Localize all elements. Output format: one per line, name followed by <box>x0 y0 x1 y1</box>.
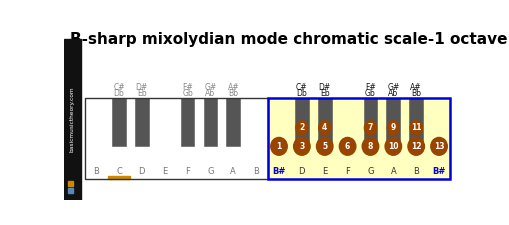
Ellipse shape <box>318 121 330 135</box>
Bar <box>84 98 267 179</box>
Ellipse shape <box>364 121 376 135</box>
Text: B#: B# <box>272 167 285 176</box>
Text: F#: F# <box>364 83 375 92</box>
Text: D#: D# <box>318 83 330 92</box>
Text: 9: 9 <box>390 124 395 133</box>
Text: Db: Db <box>114 89 124 98</box>
Bar <box>267 98 449 179</box>
Ellipse shape <box>409 121 421 135</box>
Ellipse shape <box>384 137 401 155</box>
Bar <box>363 98 377 146</box>
Bar <box>64 38 80 200</box>
Bar <box>409 98 422 146</box>
Bar <box>336 98 358 178</box>
Bar <box>386 98 400 146</box>
Text: C#: C# <box>296 83 307 92</box>
Ellipse shape <box>293 137 309 155</box>
Text: Ab: Ab <box>205 89 215 98</box>
Text: 6: 6 <box>344 142 350 151</box>
Text: 4: 4 <box>322 124 327 133</box>
Text: G: G <box>366 167 373 176</box>
Bar <box>267 98 449 179</box>
Bar <box>176 98 198 178</box>
Text: 11: 11 <box>410 124 420 133</box>
Text: A#: A# <box>410 83 421 92</box>
Text: G#: G# <box>204 83 216 92</box>
Bar <box>135 98 149 146</box>
Ellipse shape <box>407 137 423 155</box>
Text: E: E <box>162 167 167 176</box>
Ellipse shape <box>430 137 446 155</box>
Bar <box>112 98 126 146</box>
Text: B: B <box>93 167 99 176</box>
Text: 12: 12 <box>410 142 420 151</box>
Text: 10: 10 <box>387 142 398 151</box>
Text: F#: F# <box>182 83 192 92</box>
Bar <box>203 98 217 146</box>
Text: Eb: Eb <box>319 89 329 98</box>
Text: D#: D# <box>135 83 148 92</box>
Text: Eb: Eb <box>137 89 147 98</box>
Text: C#: C# <box>113 83 125 92</box>
Text: A: A <box>390 167 395 176</box>
Bar <box>294 98 308 146</box>
Text: B: B <box>412 167 418 176</box>
Bar <box>222 98 244 178</box>
Text: C: C <box>116 167 122 176</box>
Bar <box>108 98 130 178</box>
Text: A: A <box>230 167 236 176</box>
Bar <box>226 98 240 146</box>
Text: Gb: Gb <box>364 89 375 98</box>
Ellipse shape <box>316 137 332 155</box>
Bar <box>359 98 381 178</box>
Bar <box>427 98 449 178</box>
Text: 8: 8 <box>367 142 373 151</box>
Bar <box>245 98 267 178</box>
Text: 2: 2 <box>299 124 304 133</box>
Text: Bb: Bb <box>410 89 420 98</box>
Text: A#: A# <box>227 83 239 92</box>
Text: 3: 3 <box>299 142 304 151</box>
Text: F: F <box>185 167 190 176</box>
Text: G#: G# <box>386 83 399 92</box>
Text: Db: Db <box>296 89 306 98</box>
Bar <box>267 98 290 178</box>
Text: B: B <box>252 167 259 176</box>
Bar <box>85 98 107 178</box>
Text: F: F <box>345 167 349 176</box>
Text: Gb: Gb <box>182 89 192 98</box>
Text: 1: 1 <box>276 142 281 151</box>
Bar <box>68 188 73 193</box>
Text: E: E <box>322 167 327 176</box>
Bar <box>382 98 404 178</box>
Text: D: D <box>298 167 304 176</box>
Ellipse shape <box>386 121 399 135</box>
Text: 7: 7 <box>367 124 373 133</box>
Text: Ab: Ab <box>387 89 398 98</box>
Ellipse shape <box>270 137 287 155</box>
Text: Bb: Bb <box>228 89 238 98</box>
Ellipse shape <box>338 137 355 155</box>
Text: basicmusictheory.com: basicmusictheory.com <box>70 87 75 152</box>
Bar <box>130 98 153 178</box>
Bar <box>153 98 176 178</box>
Bar <box>68 181 73 186</box>
Text: 5: 5 <box>322 142 327 151</box>
Text: B-sharp mixolydian mode chromatic scale-1 octave: B-sharp mixolydian mode chromatic scale-… <box>70 32 506 47</box>
Text: D: D <box>138 167 145 176</box>
Text: 13: 13 <box>433 142 443 151</box>
Bar <box>404 98 427 178</box>
Bar <box>290 98 313 178</box>
Ellipse shape <box>295 121 307 135</box>
Bar <box>199 98 221 178</box>
Bar <box>180 98 194 146</box>
Ellipse shape <box>361 137 378 155</box>
Text: G: G <box>207 167 213 176</box>
Bar <box>313 98 335 178</box>
Text: B#: B# <box>432 167 445 176</box>
Bar <box>108 176 129 179</box>
Bar <box>317 98 331 146</box>
